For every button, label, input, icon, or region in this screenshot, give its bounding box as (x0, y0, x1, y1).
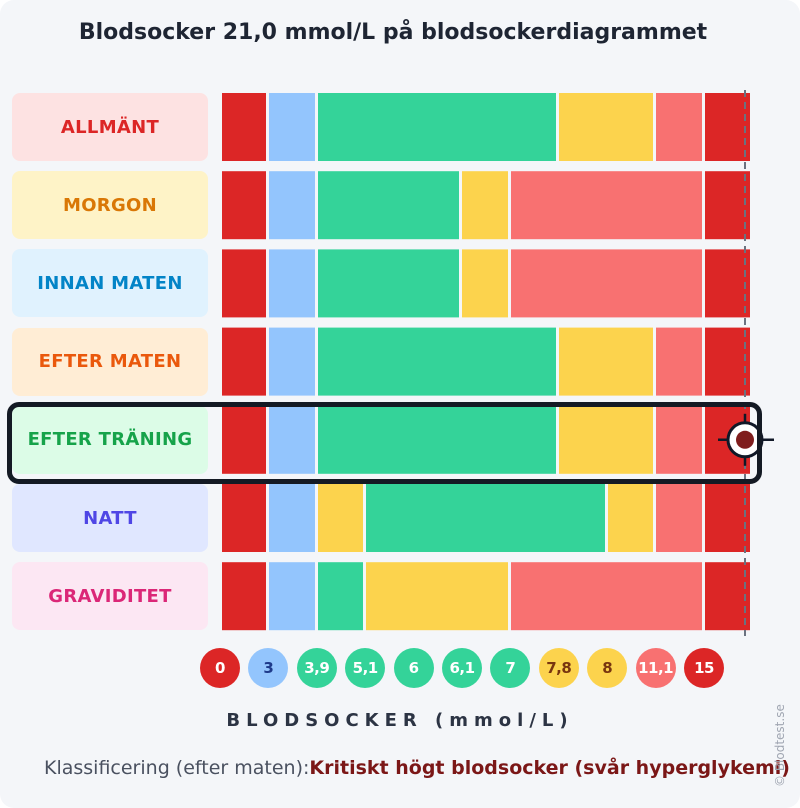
bar-segment (269, 171, 315, 240)
tick-label: 3 (248, 648, 289, 688)
bar-segment (269, 562, 315, 631)
bar-segment (222, 93, 266, 161)
bar-segment (462, 171, 508, 240)
row-label: INNAN MATEN (12, 249, 208, 318)
row-label: EFTER MATEN (12, 327, 208, 396)
tick-label: 0 (200, 648, 240, 688)
watermark: © Blodtest.se (773, 704, 787, 787)
bar-segment (269, 327, 315, 396)
bar-segment (656, 93, 702, 161)
bar-segment (656, 327, 702, 396)
row-label: EFTER TRÄNING (12, 405, 208, 474)
bar-segment (511, 249, 702, 318)
tick-label: 7 (490, 648, 531, 688)
tick-label: 7,8 (538, 648, 579, 688)
bar-segment (318, 405, 556, 474)
bar-segment (269, 405, 315, 474)
row-label: MORGON (12, 171, 208, 240)
tick-label: 8 (587, 648, 628, 688)
classification-label: Klassificering (efter maten): (44, 757, 310, 779)
bar-segment (222, 562, 266, 631)
bar-segment (318, 93, 556, 161)
bar-segment (705, 93, 750, 161)
bar-segment (656, 405, 702, 474)
bar-segment (269, 484, 315, 552)
chart-title: Blodsocker 21,0 mmol/L på blodsockerdiag… (78, 20, 708, 45)
bar-segment (318, 249, 459, 318)
highlighted-row-frame (7, 402, 762, 484)
bar-segment (705, 327, 750, 396)
bar-segment (705, 484, 750, 552)
bar-segment (318, 171, 459, 240)
bar-segment (705, 562, 750, 631)
bar-segment (366, 562, 508, 631)
classification: Klassificering (efter maten):Kritiskt hö… (44, 757, 790, 779)
bar-segment (366, 484, 605, 552)
bar-segment (318, 562, 363, 631)
tick-label: 3,9 (296, 648, 337, 688)
tick-label: 5,1 (345, 648, 386, 688)
bar-segment (608, 484, 653, 552)
bar-segment (705, 171, 750, 240)
bar-segment (705, 249, 750, 318)
bar-segment (222, 327, 266, 396)
classification-value: Kritiskt högt blodsocker (svår hyperglyk… (309, 757, 790, 779)
value-marker-dot (736, 430, 754, 449)
tick-label: 6,1 (442, 648, 482, 688)
bar-segment (511, 171, 702, 240)
x-axis-label: BLODSOCKER (mmol/L) (226, 710, 574, 731)
bar-segment (559, 327, 653, 396)
bar-segment (511, 562, 702, 631)
tick-label: 15 (684, 648, 724, 688)
bar-segment (462, 249, 508, 318)
bar-segment (269, 249, 315, 318)
bar-segment (269, 93, 315, 161)
bar-segment (656, 484, 702, 552)
bar-segment (559, 405, 653, 474)
bar-segment (222, 405, 266, 474)
bar-segment (559, 93, 653, 161)
row-label: ALLMÄNT (12, 93, 208, 161)
bar-segment (318, 484, 363, 552)
tick-label: 11,1 (635, 648, 676, 688)
bar-segment (222, 484, 266, 552)
bar-segment (222, 249, 266, 318)
row-label: NATT (12, 484, 208, 552)
row-label: GRAVIDITET (12, 562, 208, 631)
tick-label: 6 (393, 648, 434, 688)
bar-segment (222, 171, 266, 240)
bar-segment (318, 327, 556, 396)
